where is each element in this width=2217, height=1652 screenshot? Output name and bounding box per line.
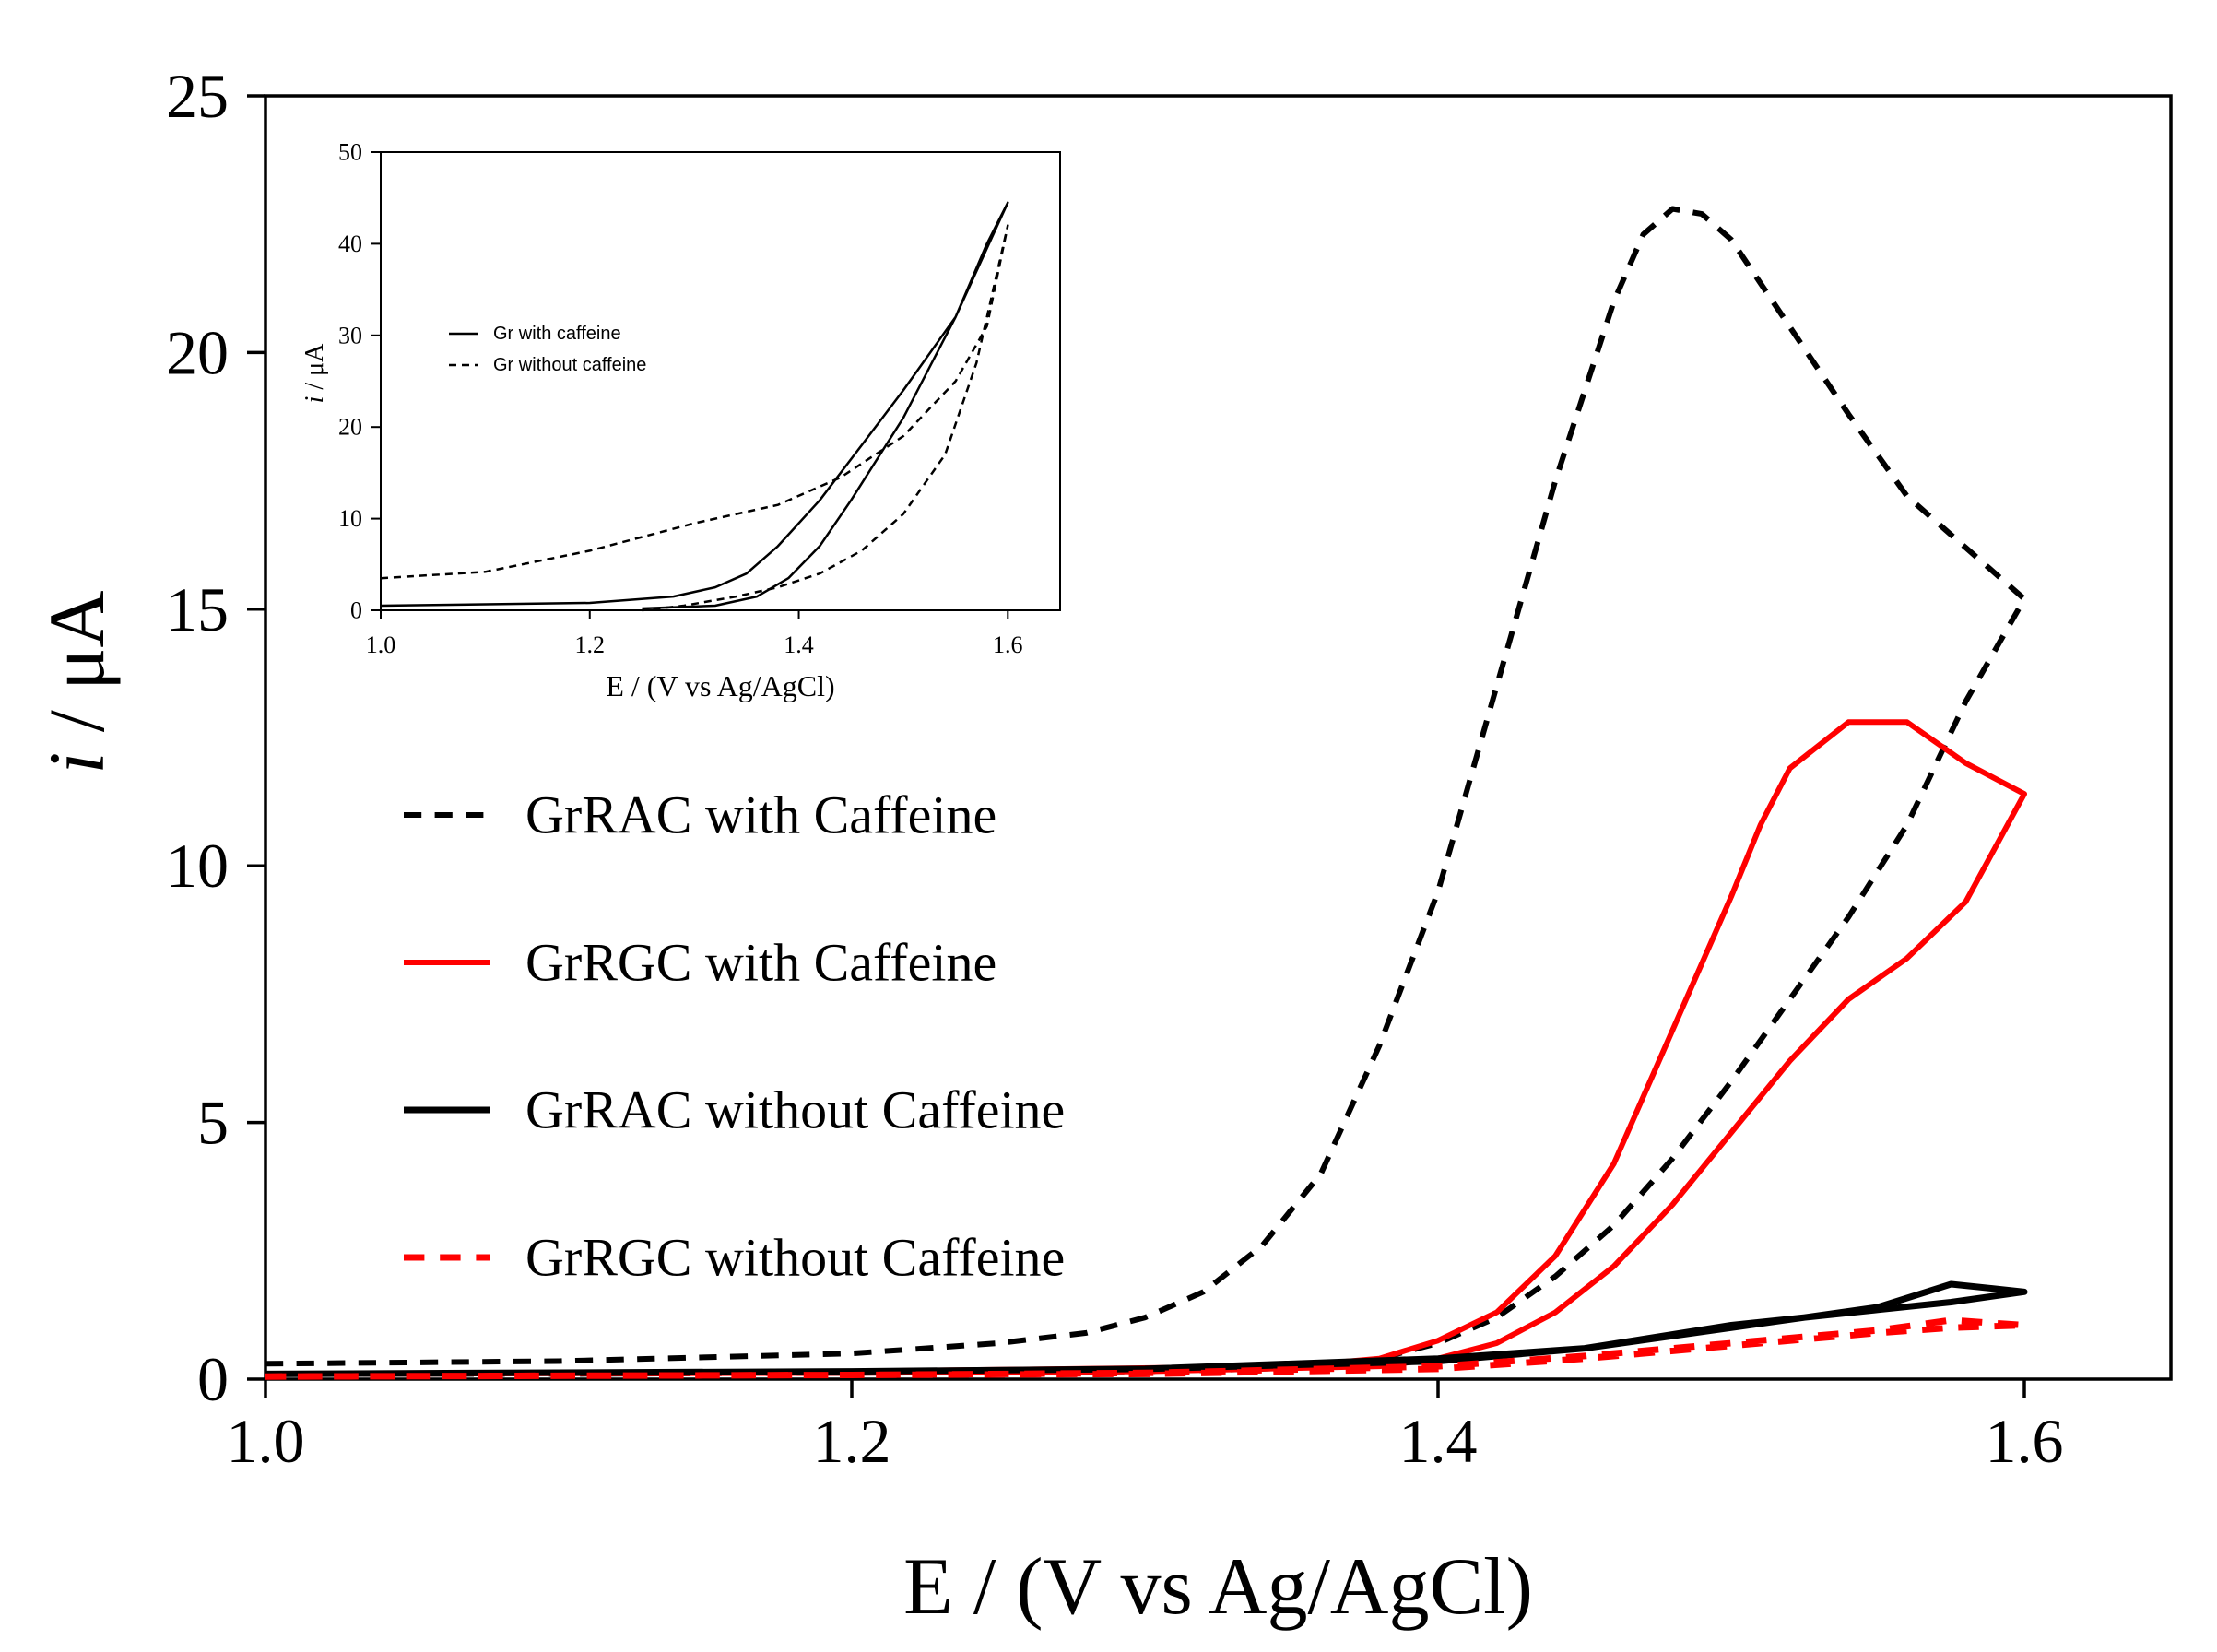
inset-y-axis-label: i / μA [301, 343, 329, 404]
main-x-tick-label: 1.0 [227, 1406, 305, 1476]
inset-y-tick-label: 40 [338, 230, 362, 257]
inset-legend: Gr with caffeine Gr without caffeine [449, 324, 646, 375]
inset-y-tick-label: 20 [338, 414, 362, 441]
inset-x-tick-label: 1.4 [784, 631, 814, 658]
inset-x-tick-label: 1.6 [993, 631, 1023, 658]
inset-y-tick-label: 50 [338, 139, 362, 166]
main-legend-label-grrgc-without-caffeine: GrRGC without Caffeine [525, 1228, 1065, 1288]
inset-y-tick-label: 0 [350, 597, 362, 624]
main-y-tick-label: 10 [166, 831, 229, 901]
inset-plot: 0 10 20 30 40 50 1.0 1.2 1.4 1.6 E / (V vs Ag/AgCl… [301, 139, 1061, 702]
main-series-grrgc-with-caffeine [265, 719, 2027, 1377]
main-y-axis-label: i / μA [32, 590, 121, 773]
inset-series-gr-with-caffeine [380, 201, 1009, 610]
main-x-tick-label: 1.2 [813, 1406, 891, 1476]
main-legend-label-grrac-with-caffeine: GrRAC with Caffeine [525, 785, 996, 845]
main-x-tick-label: 1.4 [1399, 1406, 1478, 1476]
inset-y-tick-label: 10 [338, 505, 362, 532]
inset-y-axis-label-symbol: i [301, 396, 329, 404]
inset-series-gr-without-caffeine [380, 224, 1009, 612]
main-y-axis-label-unit: / μA [32, 590, 121, 751]
main-legend: GrRAC with Caffeine GrRGC with Caffeine Gr… [404, 785, 1065, 1288]
inset-x-tick-label: 1.2 [575, 631, 606, 658]
main-legend-label-grrgc-with-caffeine: GrRGC with Caffeine [525, 933, 996, 993]
inset-y-tick-label: 30 [338, 322, 362, 348]
main-y-tick-label: 15 [166, 574, 229, 644]
main-y-axis-label-symbol: i [32, 752, 121, 774]
inset-y-axis-label-unit: / μA [301, 343, 329, 396]
main-y-tick-label: 5 [197, 1088, 229, 1158]
inset-legend-label-gr-without-caffeine: Gr without caffeine [493, 355, 646, 375]
inset-legend-label-gr-with-caffeine: Gr with caffeine [493, 324, 621, 344]
inset-plot-frame [380, 151, 1061, 611]
main-y-tick-label: 20 [166, 317, 229, 387]
main-x-axis-label: E / (V vs Ag/AgCl) [903, 1542, 1533, 1632]
main-legend-label-grrac-without-caffeine: GrRAC without Caffeine [525, 1080, 1065, 1140]
inset-x-axis-label: E / (V vs Ag/AgCl) [606, 669, 834, 702]
inset-x-tick-label: 1.0 [366, 631, 396, 658]
main-y-tick-label: 0 [197, 1344, 229, 1414]
main-x-tick-label: 1.6 [1986, 1406, 2064, 1476]
main-series-grrac-without-caffeine [265, 1280, 2028, 1377]
main-y-tick-label: 25 [166, 61, 229, 131]
